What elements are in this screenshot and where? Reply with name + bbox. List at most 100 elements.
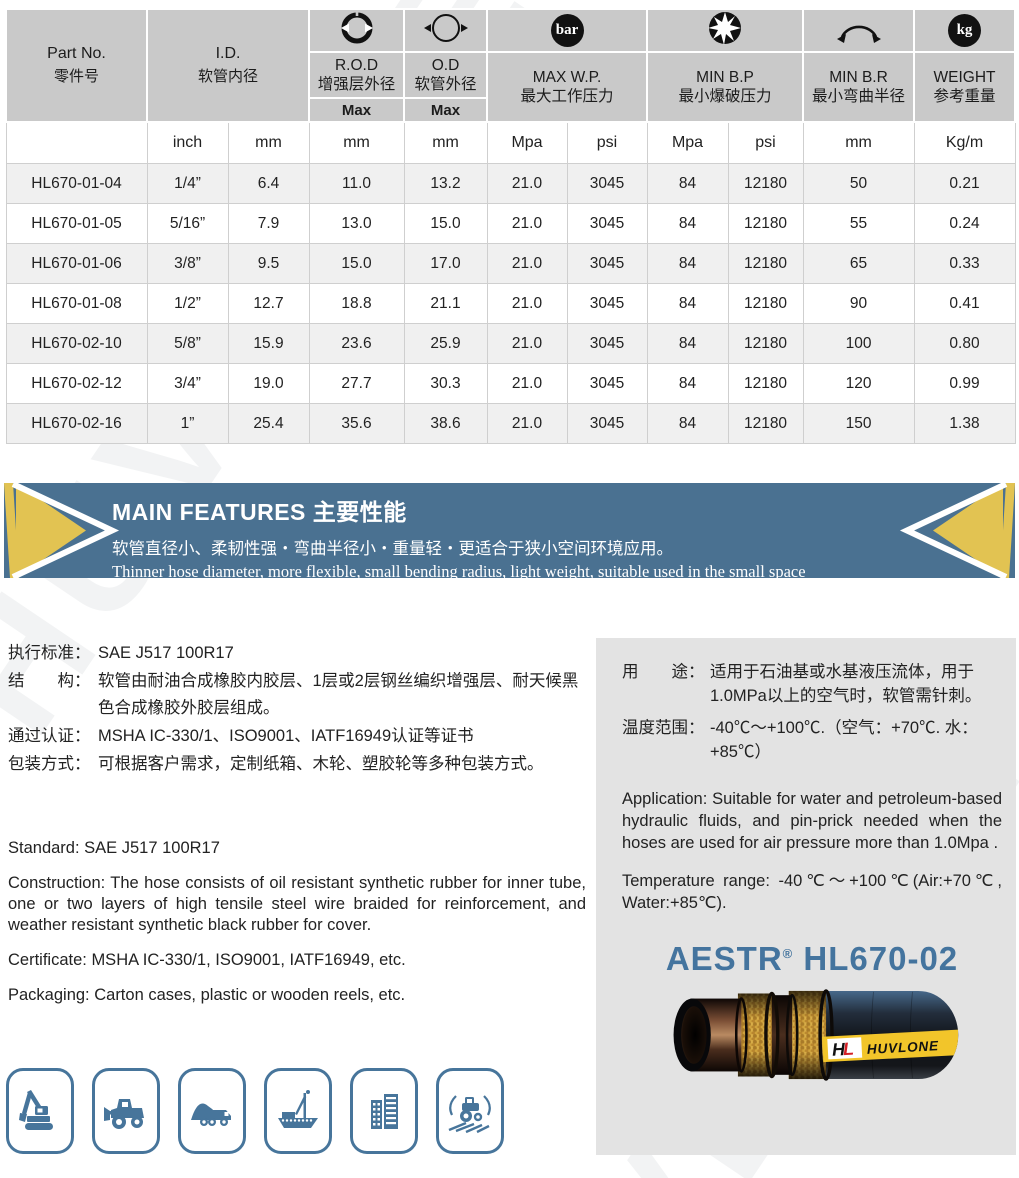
spec-value-cell: 25.9: [403, 323, 488, 364]
spec-value-cell: 13.2: [403, 163, 488, 204]
registered-mark: ®: [782, 946, 794, 961]
spec-value-cell: 25.4: [227, 403, 310, 444]
part-no-cell: HL670-01-05: [5, 203, 148, 244]
table-row: HL670-01-05 5/16” 7.9 13.0 15.0 21.0 3045 84 121…: [5, 203, 1016, 244]
spec-text: SAE J517 100R17: [98, 644, 234, 662]
part-no-cell: HL670-01-06: [5, 243, 148, 284]
col-header-rod: R.O.D 增强层外径: [308, 51, 406, 99]
part-no-cell: HL670-01-08: [5, 283, 148, 324]
part-no-cell: HL670-01-04: [5, 163, 148, 204]
col-header-min-br: MIN B.R 最小弯曲半径: [802, 51, 916, 123]
spec-item: 包装方式： 可根据客户需求，定制纸箱、木轮、塑胶轮等多种包装方式。: [8, 751, 586, 778]
table-row: HL670-02-16 1” 25.4 35.6 38.6 21.0 3045 84 12180…: [5, 403, 1016, 444]
banner-feature-line-en: Thinner hose diameter, more flexible, sm…: [112, 562, 806, 581]
col-header-id: I.D. 软管内径: [145, 8, 311, 123]
col-label-zh: 最小爆破压力: [678, 88, 772, 105]
col-label-zh: 参考重量: [933, 88, 996, 105]
spec-value-cell: 84: [646, 363, 729, 404]
rod-diameter-icon: [308, 8, 406, 53]
rod-max-label: Max: [308, 97, 406, 123]
unit-cell: psi: [566, 121, 648, 164]
col-label-en: MIN B.P: [696, 69, 754, 86]
unit-cell: mm: [308, 121, 405, 164]
banner-content: MAIN FEATURES 主要性能 软管直径小、柔韧性强・弯曲半径小・重量轻・…: [112, 493, 806, 582]
banner-title-zh: 主要性能: [312, 499, 407, 525]
spec-value-cell: 21.1: [403, 283, 488, 324]
spec-label: 通过认证：: [8, 727, 91, 745]
spec-value-cell: 21.0: [486, 323, 568, 364]
spec-paragraph: Certificate: MSHA IC-330/1, ISO9001, IAT…: [8, 951, 406, 969]
spec-value-cell: 38.6: [403, 403, 488, 444]
spec-table: Part No. 零件号 I.D. 软管内径: [5, 8, 1017, 444]
spec-value-cell: 3045: [566, 203, 648, 244]
col-label-zh: 软管外径: [414, 76, 477, 93]
spec-value-cell: 12.7: [227, 283, 310, 324]
spec-value-cell: 12180: [727, 403, 804, 444]
spec-value-cell: 120: [802, 363, 915, 404]
hose-product-image: H L HUVLONE: [673, 989, 958, 1081]
header-row-icons: Part No. 零件号 I.D. 软管内径: [5, 8, 1017, 123]
spec-value-cell: 3045: [566, 243, 648, 284]
col-label-en: R.O.D: [334, 57, 379, 74]
col-header-max-wp: MAX W.P. 最大工作压力: [486, 51, 649, 123]
bar-badge: bar: [486, 8, 649, 53]
spec-item: 温度范围： -40℃～+100℃.（空气：+70℃. 水：+85℃）: [622, 716, 1002, 764]
spec-value-cell: 0.21: [913, 163, 1016, 204]
banner-chevron-right-icon: [899, 483, 1019, 578]
spec-value-cell: 1/4”: [146, 163, 229, 204]
col-label-en: MIN B.R: [829, 69, 888, 86]
kg-badge-label: kg: [948, 14, 982, 47]
spec-value-cell: 6.4: [227, 163, 310, 204]
spec-value-cell: 12180: [727, 163, 804, 204]
product-title: AESTR® HL670-02: [622, 940, 1002, 978]
unit-cell: Mpa: [486, 121, 568, 164]
spec-value-cell: 84: [646, 323, 729, 364]
kg-badge: kg: [913, 8, 1017, 53]
spec-value-cell: 0.80: [913, 323, 1016, 364]
banner-feature-line-zh: 软管直径小、柔韧性强・弯曲半径小・重量轻・更适合于狭小空间环境应用。: [112, 540, 673, 558]
unit-cell: mm: [403, 121, 488, 164]
od-diameter-icon: [403, 8, 489, 53]
dump-truck-icon: [178, 1068, 246, 1154]
spec-value-cell: 27.7: [308, 363, 405, 404]
col-label-en: O.D: [431, 57, 460, 74]
spec-paragraph: Temperature range: -40℃～+100℃(Air:+70℃, …: [622, 872, 1002, 912]
table-row: HL670-02-10 5/8” 15.9 23.6 25.9 21.0 3045 84 121…: [5, 323, 1016, 364]
product-model: HL670-02: [793, 940, 959, 977]
bend-radius-icon: [802, 8, 916, 53]
spec-label: 包装方式：: [8, 755, 91, 773]
panel-chinese-specs: 用 途： 适用于石油基或水基液压流体，用于1.0MPa以上的空气时，软管需针刺。温…: [622, 660, 1002, 764]
col-header-min-bp: MIN B.P 最小爆破压力: [646, 51, 805, 123]
spec-value-cell: 55: [802, 203, 915, 244]
col-label-en: Part No.: [47, 45, 106, 62]
unit-cell: mm: [227, 121, 310, 164]
spec-value-cell: 100: [802, 323, 915, 364]
spec-item: 用 途： 适用于石油基或水基液压流体，用于1.0MPa以上的空气时，软管需针刺。: [622, 660, 1002, 708]
spec-value-cell: 0.41: [913, 283, 1016, 324]
spec-value-cell: 1”: [146, 403, 229, 444]
spec-value-cell: 12180: [727, 323, 804, 364]
spec-value-cell: 21.0: [486, 243, 568, 284]
spec-value-cell: 65: [802, 243, 915, 284]
col-label-en: MAX W.P.: [532, 69, 602, 86]
building-icon: [350, 1068, 418, 1154]
spec-value-cell: 35.6: [308, 403, 405, 444]
spec-value-cell: 0.99: [913, 363, 1016, 404]
spec-value-cell: 11.0: [308, 163, 405, 204]
col-label-en: WEIGHT: [933, 69, 996, 86]
header-row-labels: R.O.D 增强层外径 O.D 软管外径 MAX W.P. 最大工作压力 MIN…: [6, 51, 1017, 123]
excavator-icon: [6, 1068, 74, 1154]
unit-cell: Kg/m: [913, 121, 1016, 164]
spec-table-body: inch mm mm mm Mpa psi Mpa psi mm Kg/m HL…: [5, 121, 1016, 444]
col-label-en: I.D.: [215, 45, 241, 62]
spec-paragraph: Packaging: Carton cases, plastic or wood…: [8, 986, 406, 1004]
spec-paragraph: Standard: SAE J517 100R17: [8, 839, 220, 857]
spec-value-cell: 12180: [727, 363, 804, 404]
bar-badge-label: bar: [550, 14, 584, 47]
application-panel: 用 途： 适用于石油基或水基液压流体，用于1.0MPa以上的空气时，软管需针刺。温…: [596, 638, 1016, 1155]
spec-item: 执行标准： SAE J517 100R17: [8, 640, 586, 667]
spec-label: 用 途：: [622, 663, 705, 681]
main-features-banner: MAIN FEATURES 主要性能 软管直径小、柔韧性强・弯曲半径小・重量轻・…: [0, 483, 1019, 581]
spec-value-cell: 30.3: [403, 363, 488, 404]
